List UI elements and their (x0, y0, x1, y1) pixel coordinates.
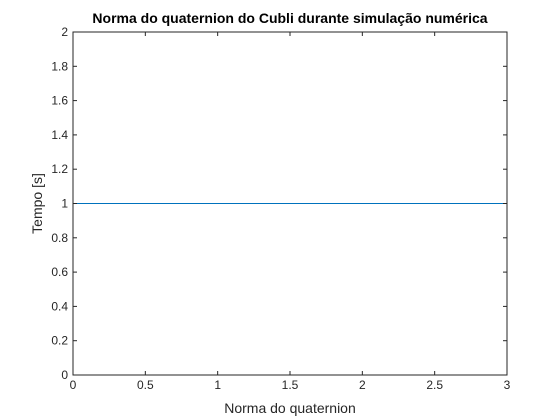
y-tick-label: 0 (61, 368, 68, 382)
y-tick-label: 1.8 (51, 59, 68, 73)
y-tick-label: 1.2 (51, 162, 68, 176)
y-tick-label: 2 (61, 25, 68, 39)
y-tick-label: 0.4 (51, 299, 68, 313)
y-tick-label: 1.4 (51, 128, 68, 142)
x-tick-label: 1.5 (282, 378, 299, 392)
x-tick-label: 1 (214, 378, 221, 392)
y-tick-label: 0.8 (51, 231, 68, 245)
y-axis: 0 0.2 0.4 0.6 0.8 1 1.2 1.4 1.6 1.8 2 (51, 25, 507, 382)
x-tick-label: 0 (70, 378, 77, 392)
y-tick-label: 1 (61, 197, 68, 211)
y-tick-label: 0.2 (51, 334, 68, 348)
y-axis-label: Tempo [s] (29, 173, 45, 234)
y-tick-label: 1.6 (51, 94, 68, 108)
x-tick-label: 0.5 (137, 378, 154, 392)
x-axis-label: Norma do quaternion (224, 400, 356, 416)
y-tick-label: 0.6 (51, 265, 68, 279)
x-tick-label: 2 (359, 378, 366, 392)
x-tick-label: 2.5 (426, 378, 443, 392)
x-axis: 0 0.5 1 1.5 2 2.5 3 (70, 32, 511, 392)
chart-title: Norma do quaternion do Cubli durante sim… (92, 10, 487, 26)
x-tick-label: 3 (504, 378, 511, 392)
